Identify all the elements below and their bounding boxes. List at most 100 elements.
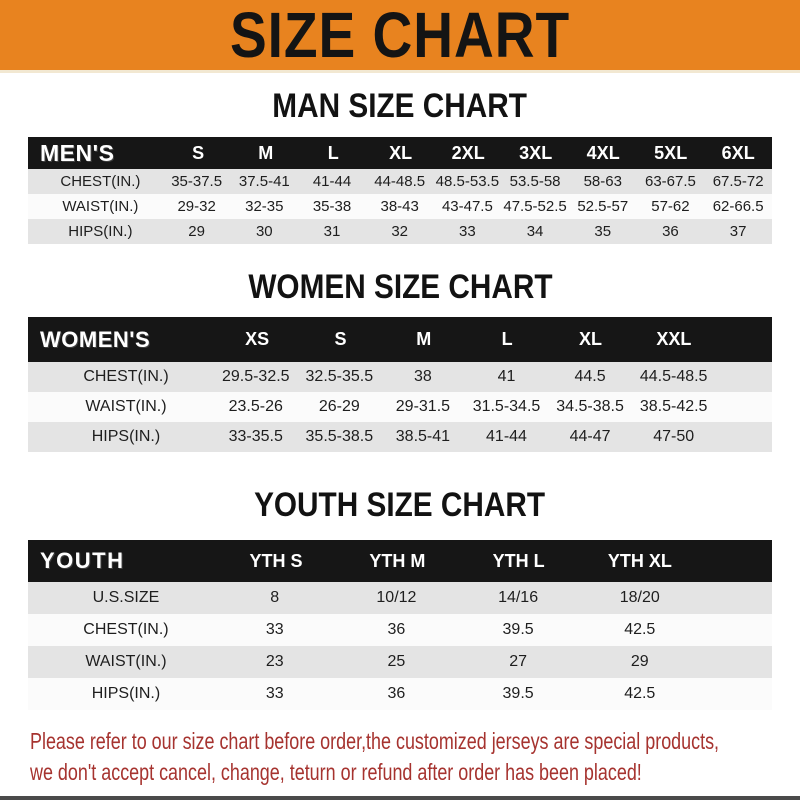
row-label: U.S.SIZE — [92, 589, 160, 606]
row-label: CHEST(IN.) — [60, 173, 141, 190]
section-heading-text: MAN SIZE CHART — [272, 85, 528, 126]
column-header: YTH M — [369, 550, 426, 571]
column-header: YTH XL — [607, 550, 672, 571]
women-size-section: WOMEN SIZE CHART WOMEN'S XS S M L XL XXL CHEST(I… — [0, 266, 800, 452]
size-value-cell: 26-29 — [318, 398, 360, 415]
column-header: XS — [245, 329, 270, 349]
table-row: HIPS(IN.) 29 30 31 32 33 34 35 36 37 — [28, 219, 772, 244]
size-value-cell: 43-47.5 — [441, 198, 493, 215]
table-row: WAIST(IN.) 23 25 27 29 — [28, 646, 772, 678]
size-value-cell: 25 — [387, 653, 406, 670]
size-value-cell: 47.5-52.5 — [503, 198, 567, 215]
column-header: S — [192, 142, 205, 163]
section-heading-text: YOUTH SIZE CHART — [254, 484, 546, 525]
table-header-label: MEN'S — [40, 139, 115, 166]
size-value-cell: 29 — [630, 653, 649, 670]
size-value-cell: 41-44 — [312, 173, 352, 190]
size-value-cell: 10/12 — [376, 589, 417, 606]
column-header: 4XL — [586, 142, 620, 163]
size-value-cell: 41 — [497, 368, 516, 385]
size-value-cell: 58-63 — [583, 173, 622, 190]
size-value-cell: 38.5-41 — [395, 428, 451, 445]
size-value-cell: 23.5-26 — [228, 398, 283, 415]
bottom-edge-bar — [0, 796, 800, 800]
column-header: 5XL — [654, 142, 688, 163]
size-value-cell: 33-35.5 — [228, 428, 283, 445]
youth-size-table: YOUTH YTH S YTH M YTH L YTH XL U.S.SIZE 8 10/12… — [28, 540, 772, 710]
table-row: U.S.SIZE 8 10/12 14/16 18/20 — [28, 582, 772, 614]
column-header: 6XL — [721, 142, 755, 163]
row-label: WAIST(IN.) — [85, 653, 167, 670]
footer-line-1: Please refer to our size chart before or… — [30, 728, 720, 754]
size-value-cell: 29-31.5 — [395, 398, 451, 415]
column-header: M — [258, 142, 274, 163]
size-value-cell: 35-37.5 — [171, 173, 223, 190]
size-value-cell: 67.5-72 — [712, 173, 764, 190]
row-label: HIPS(IN.) — [68, 223, 133, 240]
size-value-cell: 38 — [414, 368, 432, 385]
column-header: L — [501, 329, 513, 349]
size-value-cell: 37.5-41 — [238, 173, 290, 190]
size-value-cell: 62-66.5 — [712, 198, 764, 215]
size-value-cell: 47-50 — [653, 428, 695, 445]
size-value-cell: 38.5-42.5 — [639, 398, 708, 415]
column-header: XXL — [656, 329, 692, 349]
size-value-cell: 35-38 — [312, 198, 352, 215]
column-header: XL — [578, 329, 602, 349]
column-header: YTH L — [492, 550, 545, 571]
size-value-cell: 8 — [270, 589, 280, 606]
column-header: M — [416, 329, 432, 349]
size-value-cell: 38-43 — [380, 198, 419, 215]
size-value-cell: 41-44 — [486, 428, 527, 445]
size-value-cell: 34 — [526, 223, 544, 240]
size-value-cell: 36 — [387, 621, 406, 638]
row-label: CHEST(IN.) — [83, 368, 169, 385]
row-label: WAIST(IN.) — [62, 198, 139, 215]
table-header-label: YOUTH — [40, 548, 125, 573]
size-value-cell: 29.5-32.5 — [221, 368, 290, 385]
size-value-cell: 34.5-38.5 — [556, 398, 624, 415]
size-value-cell: 37 — [729, 223, 747, 240]
size-value-cell: 35 — [594, 223, 612, 240]
table-row: CHEST(IN.) 33 36 39.5 42.5 — [28, 614, 772, 646]
footer-note: Please refer to our size chart before or… — [30, 726, 800, 788]
column-header: S — [334, 329, 347, 349]
size-value-cell: 44-47 — [569, 428, 611, 445]
banner: SIZE CHART — [0, 0, 800, 71]
size-value-cell: 35.5-38.5 — [305, 428, 374, 445]
size-charts: MAN SIZE CHART MEN'S S M L XL 2XL 3XL 4XL 5XL 6XL C… — [0, 85, 800, 710]
size-value-cell: 52.5-57 — [577, 198, 629, 215]
size-value-cell: 27 — [509, 653, 527, 670]
column-header: XL — [389, 142, 413, 163]
size-value-cell: 42.5 — [624, 621, 656, 638]
page-title: SIZE CHART — [229, 0, 571, 71]
column-header: 3XL — [519, 142, 553, 163]
size-value-cell: 33 — [265, 621, 284, 638]
size-value-cell: 44.5 — [574, 368, 606, 385]
column-header: YTH S — [249, 550, 303, 571]
size-value-cell: 33 — [459, 223, 476, 240]
size-value-cell: 32.5-35.5 — [305, 368, 374, 385]
size-value-cell: 31.5-34.5 — [472, 398, 541, 415]
size-value-cell: 32 — [391, 223, 409, 240]
size-value-cell: 36 — [387, 685, 406, 702]
column-header: 2XL — [451, 142, 485, 163]
men-table-header: MEN'S S M L XL 2XL 3XL 4XL 5XL 6XL — [28, 137, 772, 169]
size-value-cell: 30 — [255, 223, 273, 240]
men-size-table: MEN'S S M L XL 2XL 3XL 4XL 5XL 6XL CHEST(IN.) 35-37… — [28, 137, 772, 244]
size-value-cell: 53.5-58 — [509, 173, 561, 190]
size-value-cell: 31 — [323, 223, 341, 240]
row-label: CHEST(IN.) — [83, 621, 169, 638]
table-row: HIPS(IN.) 33-35.5 35.5-38.5 38.5-41 41-44 44-… — [28, 422, 772, 452]
size-value-cell: 29-32 — [177, 198, 216, 215]
youth-table-header: YOUTH YTH S YTH M YTH L YTH XL — [28, 540, 772, 582]
size-value-cell: 36 — [662, 223, 679, 240]
youth-size-section: YOUTH SIZE CHART YOUTH YTH S YTH M YTH L YTH … — [0, 484, 800, 710]
size-value-cell: 39.5 — [502, 685, 534, 702]
men-size-section: MAN SIZE CHART MEN'S S M L XL 2XL 3XL 4XL 5XL 6XL C… — [0, 85, 800, 244]
size-value-cell: 44-48.5 — [374, 173, 426, 190]
section-heading-text: WOMEN SIZE CHART — [247, 266, 553, 307]
size-value-cell: 44.5-48.5 — [639, 368, 708, 385]
youth-section-heading: YOUTH SIZE CHART — [0, 484, 800, 525]
